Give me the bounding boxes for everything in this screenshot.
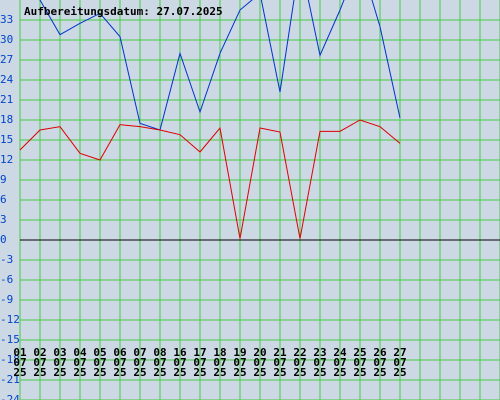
grid [19, 0, 500, 400]
y-tick-label: 33 [0, 13, 13, 26]
x-tick-label: 25 [53, 366, 66, 379]
data-line [19, 119, 401, 239]
x-tick-label: 07 [53, 356, 66, 369]
x-tick-label: 16 [173, 346, 187, 359]
x-tick-label: 07 [93, 356, 106, 369]
x-tick-label: 19 [233, 346, 246, 359]
x-tick-label: 07 [333, 356, 346, 369]
x-tick-label: 01 [13, 346, 27, 359]
y-tick-label: -18 [0, 353, 20, 366]
x-tick-label: 25 [213, 366, 226, 379]
x-tick-label: 25 [233, 366, 246, 379]
x-tick-label: 25 [13, 366, 26, 379]
y-tick-label: 27 [0, 53, 13, 66]
x-tick-label: 07 [353, 356, 366, 369]
x-tick-label: 25 [93, 366, 106, 379]
x-tick-label: 07 [113, 356, 126, 369]
y-tick-label: -3 [0, 253, 13, 266]
x-tick-label: 21 [273, 346, 287, 359]
data-line [39, 0, 401, 131]
x-tick-label: 08 [153, 346, 166, 359]
y-tick-label: -24 [0, 393, 20, 400]
y-tick-label: 6 [0, 193, 7, 206]
x-tick-label: 07 [373, 356, 386, 369]
x-tick-label: 05 [93, 346, 106, 359]
x-tick-label: 25 [353, 346, 366, 359]
x-tick-label: 23 [313, 346, 326, 359]
y-tick-label: 12 [0, 153, 13, 166]
x-tick-label: 03 [53, 346, 66, 359]
x-tick-label: 07 [193, 356, 206, 369]
x-tick-label: 07 [253, 356, 266, 369]
x-tick-label: 25 [113, 366, 126, 379]
x-tick-label: 07 [153, 356, 166, 369]
x-tick-label: 25 [293, 366, 306, 379]
y-tick-label: -6 [0, 273, 13, 286]
x-tick-label: 18 [213, 346, 226, 359]
x-tick-label: 07 [133, 356, 146, 369]
x-tick-label: 25 [333, 366, 346, 379]
y-tick-label: -9 [0, 293, 13, 306]
x-tick-label: 07 [173, 356, 186, 369]
x-tick-label: 27 [393, 346, 406, 359]
x-tick-label: 25 [133, 366, 146, 379]
x-tick-label: 25 [373, 366, 386, 379]
x-tick-label: 17 [193, 346, 206, 359]
y-tick-label: 15 [0, 133, 13, 146]
x-tick-label: 25 [393, 366, 406, 379]
x-tick-label: 20 [253, 346, 266, 359]
y-tick-label: -15 [0, 333, 20, 346]
x-tick-label: 07 [393, 356, 406, 369]
x-tick-label: 25 [73, 366, 86, 379]
x-tick-label: 07 [233, 356, 246, 369]
plot-lines [19, 0, 401, 239]
chart-title: Aufbereitungsdatum: 27.07.2025 [24, 5, 223, 18]
y-tick-label: 3 [0, 213, 7, 226]
x-tick-label: 22 [293, 346, 306, 359]
x-tick-label: 25 [253, 366, 266, 379]
x-tick-label: 25 [273, 366, 286, 379]
x-tick-label: 07 [33, 356, 46, 369]
x-tick-label: 24 [333, 346, 347, 359]
x-tick-label: 25 [313, 366, 326, 379]
x-tick-label: 07 [273, 356, 286, 369]
x-tick-label: 02 [33, 346, 46, 359]
x-tick-label: 25 [153, 366, 166, 379]
y-tick-label: -12 [0, 313, 20, 326]
x-tick-label: 07 [13, 356, 26, 369]
y-tick-label: 0 [0, 233, 7, 246]
x-tick-label: 04 [73, 346, 87, 359]
x-tick-label: 25 [173, 366, 186, 379]
x-tick-label: 25 [353, 366, 366, 379]
y-tick-label: 9 [0, 173, 7, 186]
x-tick-label: 07 [313, 356, 326, 369]
y-tick-label: 21 [0, 93, 13, 106]
y-tick-label: 24 [0, 73, 14, 86]
x-tick-label: 26 [373, 346, 387, 359]
x-tick-label: 07 [293, 356, 306, 369]
y-tick-label: 18 [0, 113, 13, 126]
x-tick-label: 07 [73, 356, 86, 369]
labels: 33302724211815129630-3-6-9-12-15-18-21-2… [0, 13, 407, 400]
x-tick-label: 07 [133, 346, 146, 359]
y-tick-label: 30 [0, 33, 13, 46]
x-tick-label: 07 [213, 356, 226, 369]
x-tick-label: 25 [193, 366, 206, 379]
x-tick-label: 06 [113, 346, 127, 359]
x-tick-label: 25 [33, 366, 46, 379]
y-tick-label: -21 [0, 373, 20, 386]
